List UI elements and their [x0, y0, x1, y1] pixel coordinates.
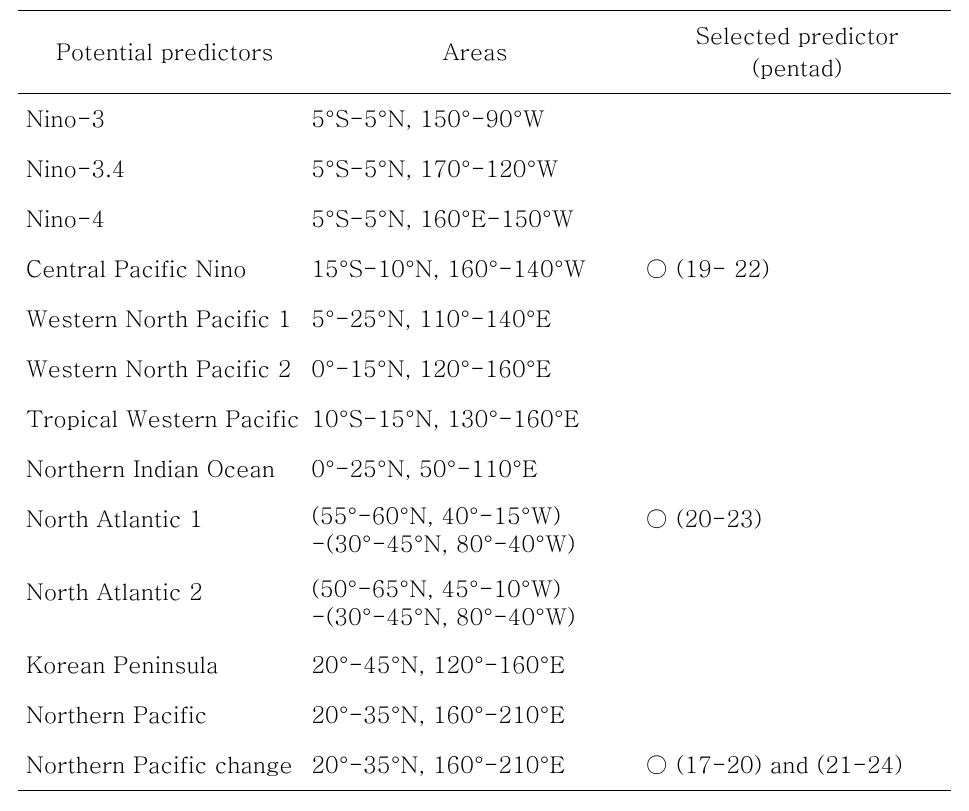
- cell-predictor: Western North Pacific 1: [18, 294, 307, 344]
- cell-selected: ○ (19- 22): [643, 244, 951, 294]
- table-row: Central Pacific Nino15°S-10°N, 160°-140°…: [18, 244, 951, 294]
- cell-predictor: North Atlantic 1: [18, 494, 307, 567]
- cell-selected: [643, 194, 951, 244]
- table-row: Northern Indian Ocean0°-25°N, 50°-110°E: [18, 444, 951, 494]
- cell-area: 20°-35°N, 160°-210°E: [307, 740, 643, 791]
- cell-predictor: Nino-3: [18, 94, 307, 145]
- header-selected-line2: (pentad): [752, 51, 843, 83]
- table-row: North Atlantic 2(50°-65°N, 45°-10°W)-(30…: [18, 567, 951, 640]
- table-row: North Atlantic 1(55°-60°N, 40°-15°W)-(30…: [18, 494, 951, 567]
- header-predictors: Potential predictors: [18, 11, 307, 94]
- cell-area: 20°-45°N, 120°-160°E: [307, 640, 643, 690]
- cell-predictor: Northern Pacific: [18, 690, 307, 740]
- table-row: Northern Pacific change20°-35°N, 160°-21…: [18, 740, 951, 791]
- cell-predictor: North Atlantic 2: [18, 567, 307, 640]
- predictor-table: Potential predictors Areas Selected pred…: [18, 10, 951, 791]
- cell-selected: [643, 567, 951, 640]
- table-row: Western North Pacific 20°-15°N, 120°-160…: [18, 344, 951, 394]
- table-row: Northern Pacific20°-35°N, 160°-210°E: [18, 690, 951, 740]
- cell-area: 0°-25°N, 50°-110°E: [307, 444, 643, 494]
- table-row: Tropical Western Pacific10°S-15°N, 130°-…: [18, 394, 951, 444]
- cell-selected: [643, 94, 951, 145]
- cell-area: 5°S-5°N, 150°-90°W: [307, 94, 643, 145]
- cell-area: (50°-65°N, 45°-10°W)-(30°-45°N, 80°-40°W…: [307, 567, 643, 640]
- cell-predictor: Northern Indian Ocean: [18, 444, 307, 494]
- cell-predictor: Central Pacific Nino: [18, 244, 307, 294]
- cell-area: 15°S-10°N, 160°-140°W: [307, 244, 643, 294]
- cell-area: 20°-35°N, 160°-210°E: [307, 690, 643, 740]
- table-row: Nino-45°S-5°N, 160°E-150°W: [18, 194, 951, 244]
- table-body: Nino-35°S-5°N, 150°-90°WNino-3.45°S-5°N,…: [18, 94, 951, 791]
- table-row: Nino-35°S-5°N, 150°-90°W: [18, 94, 951, 145]
- cell-selected: [643, 690, 951, 740]
- cell-predictor: Northern Pacific change: [18, 740, 307, 791]
- table-row: Korean Peninsula20°-45°N, 120°-160°E: [18, 640, 951, 690]
- cell-predictor: Tropical Western Pacific: [18, 394, 307, 444]
- cell-selected: [643, 394, 951, 444]
- cell-predictor: Korean Peninsula: [18, 640, 307, 690]
- cell-area: 5°S-5°N, 170°-120°W: [307, 144, 643, 194]
- header-areas: Areas: [307, 11, 643, 94]
- cell-selected: ○ (20-23): [643, 494, 951, 567]
- table-row: Western North Pacific 15°-25°N, 110°-140…: [18, 294, 951, 344]
- cell-area: (55°-60°N, 40°-15°W)-(30°-45°N, 80°-40°W…: [307, 494, 643, 567]
- cell-selected: [643, 144, 951, 194]
- cell-predictor: Nino-3.4: [18, 144, 307, 194]
- cell-area: 5°-25°N, 110°-140°E: [307, 294, 643, 344]
- table-header-row: Potential predictors Areas Selected pred…: [18, 11, 951, 94]
- cell-selected: [643, 444, 951, 494]
- cell-predictor: Western North Pacific 2: [18, 344, 307, 394]
- header-selected-line1: Selected predictor: [695, 19, 898, 51]
- cell-selected: ○ (17-20) and (21-24): [643, 740, 951, 791]
- header-selected: Selected predictor (pentad): [643, 11, 951, 94]
- cell-area: 10°S-15°N, 130°-160°E: [307, 394, 643, 444]
- cell-selected: [643, 344, 951, 394]
- table-row: Nino-3.45°S-5°N, 170°-120°W: [18, 144, 951, 194]
- cell-area-line2: -(30°-45°N, 80°-40°W): [311, 527, 575, 559]
- cell-selected: [643, 640, 951, 690]
- predictor-table-container: Potential predictors Areas Selected pred…: [0, 0, 969, 811]
- cell-selected: [643, 294, 951, 344]
- cell-area: 0°-15°N, 120°-160°E: [307, 344, 643, 394]
- cell-predictor: Nino-4: [18, 194, 307, 244]
- cell-area-line2: -(30°-45°N, 80°-40°W): [311, 600, 575, 632]
- cell-area: 5°S-5°N, 160°E-150°W: [307, 194, 643, 244]
